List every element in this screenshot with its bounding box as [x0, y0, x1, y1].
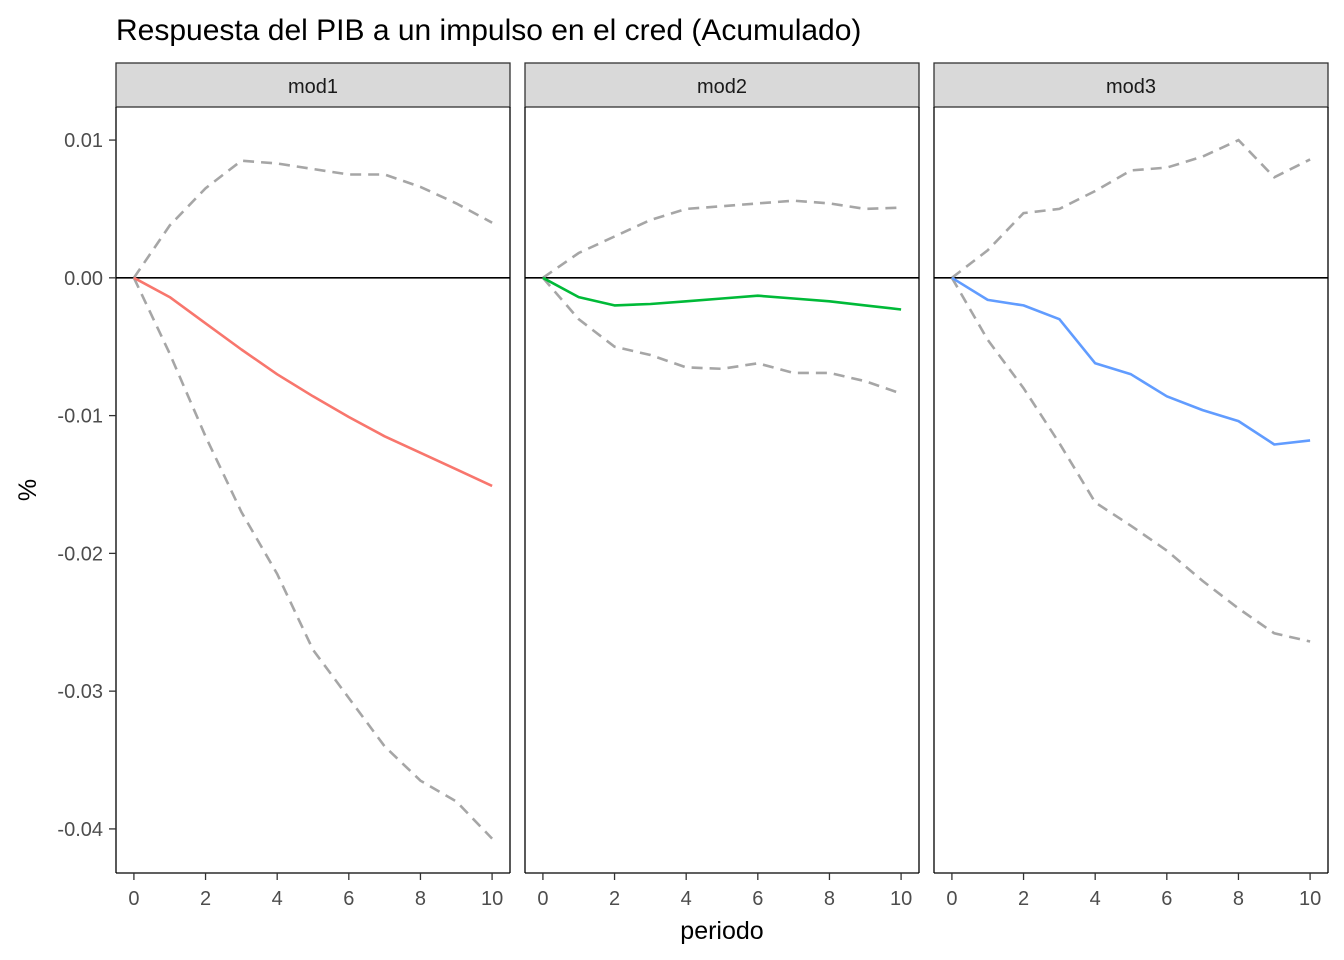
- x-axis-title: periodo: [680, 917, 763, 945]
- panel-mod2: mod2 0 2 4 6 8 10: [524, 62, 920, 910]
- y-tick-label-4: -0.03: [57, 681, 103, 703]
- x-tick-label-mod2-8: 8: [824, 888, 835, 910]
- x-tick-label-mod1-0: 0: [128, 888, 139, 910]
- x-tick-label-mod1-2: 2: [200, 888, 211, 910]
- upper-band-line-mod1: [132, 159, 493, 279]
- lower-band-line-mod2: [541, 276, 902, 395]
- x-tick-label-mod3-6: 6: [1161, 888, 1172, 910]
- strip-label-mod2: mod2: [697, 76, 747, 98]
- x-tick-label-mod3-2: 2: [1018, 888, 1029, 910]
- strip-label-mod3: mod3: [1106, 76, 1156, 98]
- upper-band-line-mod3: [951, 138, 1311, 279]
- panel-mod1: mod1 0 2 4 6 8 10 0.01 0.00 -0.01 -0.02 -0.03 -0.04: [57, 62, 511, 910]
- panel-mod3: mod3 0 2 4 6 8 10: [933, 62, 1329, 910]
- y-tick-label-0: 0.01: [64, 130, 103, 152]
- y-axis-title: %: [14, 479, 42, 501]
- y-tick-label-3: -0.02: [57, 543, 103, 565]
- x-tick-label-mod1-10: 10: [481, 888, 503, 910]
- strip-label-mod1: mod1: [288, 76, 338, 98]
- x-tick-label-mod3-0: 0: [946, 888, 957, 910]
- x-tick-label-mod2-4: 4: [681, 888, 692, 910]
- strip-mod3: [933, 62, 1329, 108]
- y-tick-label-2: -0.01: [57, 406, 103, 428]
- x-tick-label-mod2-10: 10: [890, 888, 912, 910]
- x-tick-label-mod1-8: 8: [415, 888, 426, 910]
- x-tick-label-mod1-4: 4: [272, 888, 283, 910]
- response-line-mod3: [951, 276, 1311, 446]
- x-tick-label-mod2-0: 0: [537, 888, 548, 910]
- upper-band-line-mod2: [542, 199, 902, 279]
- x-tick-label-mod1-6: 6: [343, 888, 354, 910]
- x-tick-label-mod3-10: 10: [1299, 888, 1321, 910]
- response-line-mod2: [542, 276, 902, 311]
- lower-band-line-mod1: [132, 277, 494, 840]
- strip-mod2: [524, 62, 920, 108]
- y-tick-label-5: -0.04: [57, 819, 103, 841]
- x-tick-label-mod2-6: 6: [752, 888, 763, 910]
- chart-title: Respuesta del PIB a un impulso en el cre…: [116, 14, 861, 47]
- x-tick-label-mod3-4: 4: [1090, 888, 1101, 910]
- response-line-mod1: [133, 276, 493, 488]
- y-tick-label-1: 0.00: [64, 268, 103, 290]
- x-tick-label-mod3-8: 8: [1233, 888, 1244, 910]
- strip-mod1: [115, 62, 511, 108]
- lower-band-line-mod3: [950, 277, 1311, 643]
- x-tick-label-mod2-2: 2: [609, 888, 620, 910]
